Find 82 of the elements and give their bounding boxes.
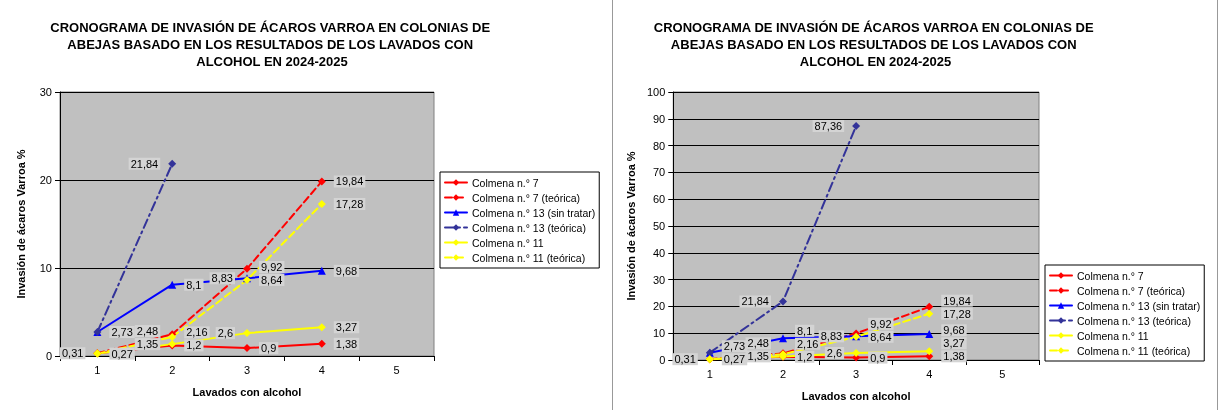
y-tick-label: 20 (39, 174, 52, 186)
data-label: 8,1 (186, 278, 202, 291)
data-label: 8,64 (261, 273, 283, 286)
y-tick-label: 60 (653, 193, 666, 206)
legend-label: Colmena n.° 11 (472, 236, 544, 249)
x-tick-label: 2 (169, 363, 176, 376)
legend-label: Colmena n.° 7 (teórica) (472, 191, 581, 204)
data-label: 2,16 (186, 326, 208, 339)
legend-label: Colmena n.° 13 (teórica) (1077, 314, 1191, 327)
y-tick-label: 50 (653, 220, 666, 232)
data-label: 19,84 (943, 294, 971, 307)
data-label: 19,84 (335, 175, 364, 188)
x-tick-label: 4 (926, 367, 933, 380)
y-axis-title: Invasión de ácaros Varroa % (14, 149, 27, 299)
data-label: 8,83 (211, 272, 233, 285)
data-label: 9,92 (261, 260, 283, 273)
legend-label: Colmena n.° 11 (1077, 329, 1149, 342)
x-tick-label: 3 (243, 363, 251, 376)
data-label: 0,9 (261, 342, 277, 355)
y-tick-label: 20 (653, 300, 666, 313)
data-label: 0,27 (111, 347, 133, 360)
y-tick-label: 30 (39, 86, 52, 98)
data-label: 1,2 (186, 339, 202, 352)
y-tick-label: 80 (653, 139, 666, 152)
x-tick-label: 2 (779, 367, 787, 380)
data-label: 21,84 (741, 295, 769, 308)
x-tick-label: 1 (706, 367, 713, 380)
data-label: 8,1 (796, 324, 813, 337)
x-tick-label: 5 (999, 367, 1006, 380)
data-label: 1,38 (335, 337, 358, 350)
legend-label: Colmena n.° 11 (teórica) (472, 251, 586, 264)
data-label: 2,16 (796, 337, 819, 350)
data-label: 9,68 (335, 264, 358, 277)
x-axis-title: Lavados con alcohol (192, 385, 302, 398)
data-label: 0,31 (61, 347, 84, 360)
y-tick-label: 90 (653, 112, 666, 125)
data-label: 0,31 (674, 353, 696, 366)
data-label: 2,48 (136, 325, 159, 338)
legend-label: Colmena n.° 7 (teórica) (1077, 284, 1186, 297)
data-label: 2,6 (826, 347, 843, 360)
data-label: 2,6 (217, 327, 233, 340)
data-label: 9,92 (870, 317, 892, 330)
y-tick-label: 40 (653, 246, 666, 259)
data-label: 87,36 (814, 119, 843, 132)
data-label: 17,28 (335, 197, 364, 210)
data-label: 3,27 (943, 337, 965, 350)
x-tick-label: 4 (318, 363, 325, 376)
legend-label: Colmena n.° 7 (472, 176, 539, 189)
x-tick-label: 1 (94, 363, 101, 376)
legend-label: Colmena n.° 13 (sin tratar) (472, 206, 596, 219)
data-label: 21,84 (130, 157, 159, 170)
y-tick-label: 100 (646, 86, 666, 98)
data-label: 0,9 (870, 351, 886, 364)
data-label: 2,73 (111, 325, 133, 338)
data-label: 17,28 (943, 307, 971, 320)
chart-title: CRONOGRAMA DE INVASIÓN DE ÁCAROS VARROA EN COLONIAS DE ABEJAS BASADO EN LOS RESULTADOS DE LOS LAVADOS CON ALCOHOL EN 2024-2025 (653, 20, 1098, 69)
data-label: 1,38 (943, 350, 965, 363)
data-label: 1,35 (747, 350, 769, 363)
legend-label: Colmena n.° 11 (teórica) (1077, 344, 1191, 357)
x-axis-title: Lavados con alcohol (801, 389, 911, 402)
legend-label: Colmena n.° 13 (teórica) (472, 221, 586, 234)
data-label: 2,48 (747, 337, 769, 350)
data-label: 1,2 (796, 350, 813, 363)
y-tick-label: 0 (45, 350, 52, 362)
y-tick-label: 0 (659, 354, 666, 366)
y-axis-title: Invasión de ácaros Varroa % (624, 151, 637, 301)
x-tick-label: 3 (853, 367, 860, 380)
data-label: 9,68 (943, 324, 965, 337)
y-tick-label: 10 (39, 262, 52, 274)
data-label: 2,73 (723, 340, 746, 353)
y-tick-label: 70 (653, 166, 666, 179)
data-label: 0,27 (723, 353, 746, 366)
data-label: 1,35 (136, 338, 159, 351)
y-tick-label: 30 (653, 273, 666, 286)
data-label: 8,83 (820, 330, 843, 343)
x-tick-label: 5 (393, 363, 400, 376)
data-label: 8,64 (870, 330, 892, 343)
legend-label: Colmena n.° 7 (1077, 269, 1144, 282)
legend-label: Colmena n.° 13 (sin tratar) (1077, 299, 1201, 312)
chart-title: CRONOGRAMA DE INVASIÓN DE ÁCAROS VARROA EN COLONIAS DE ABEJAS BASADO EN LOS RESULTADOS DE LOS LAVADOS CON ALCOHOL EN 2024-2025 (50, 20, 494, 69)
y-tick-label: 10 (653, 327, 666, 340)
data-label: 3,27 (335, 321, 358, 334)
